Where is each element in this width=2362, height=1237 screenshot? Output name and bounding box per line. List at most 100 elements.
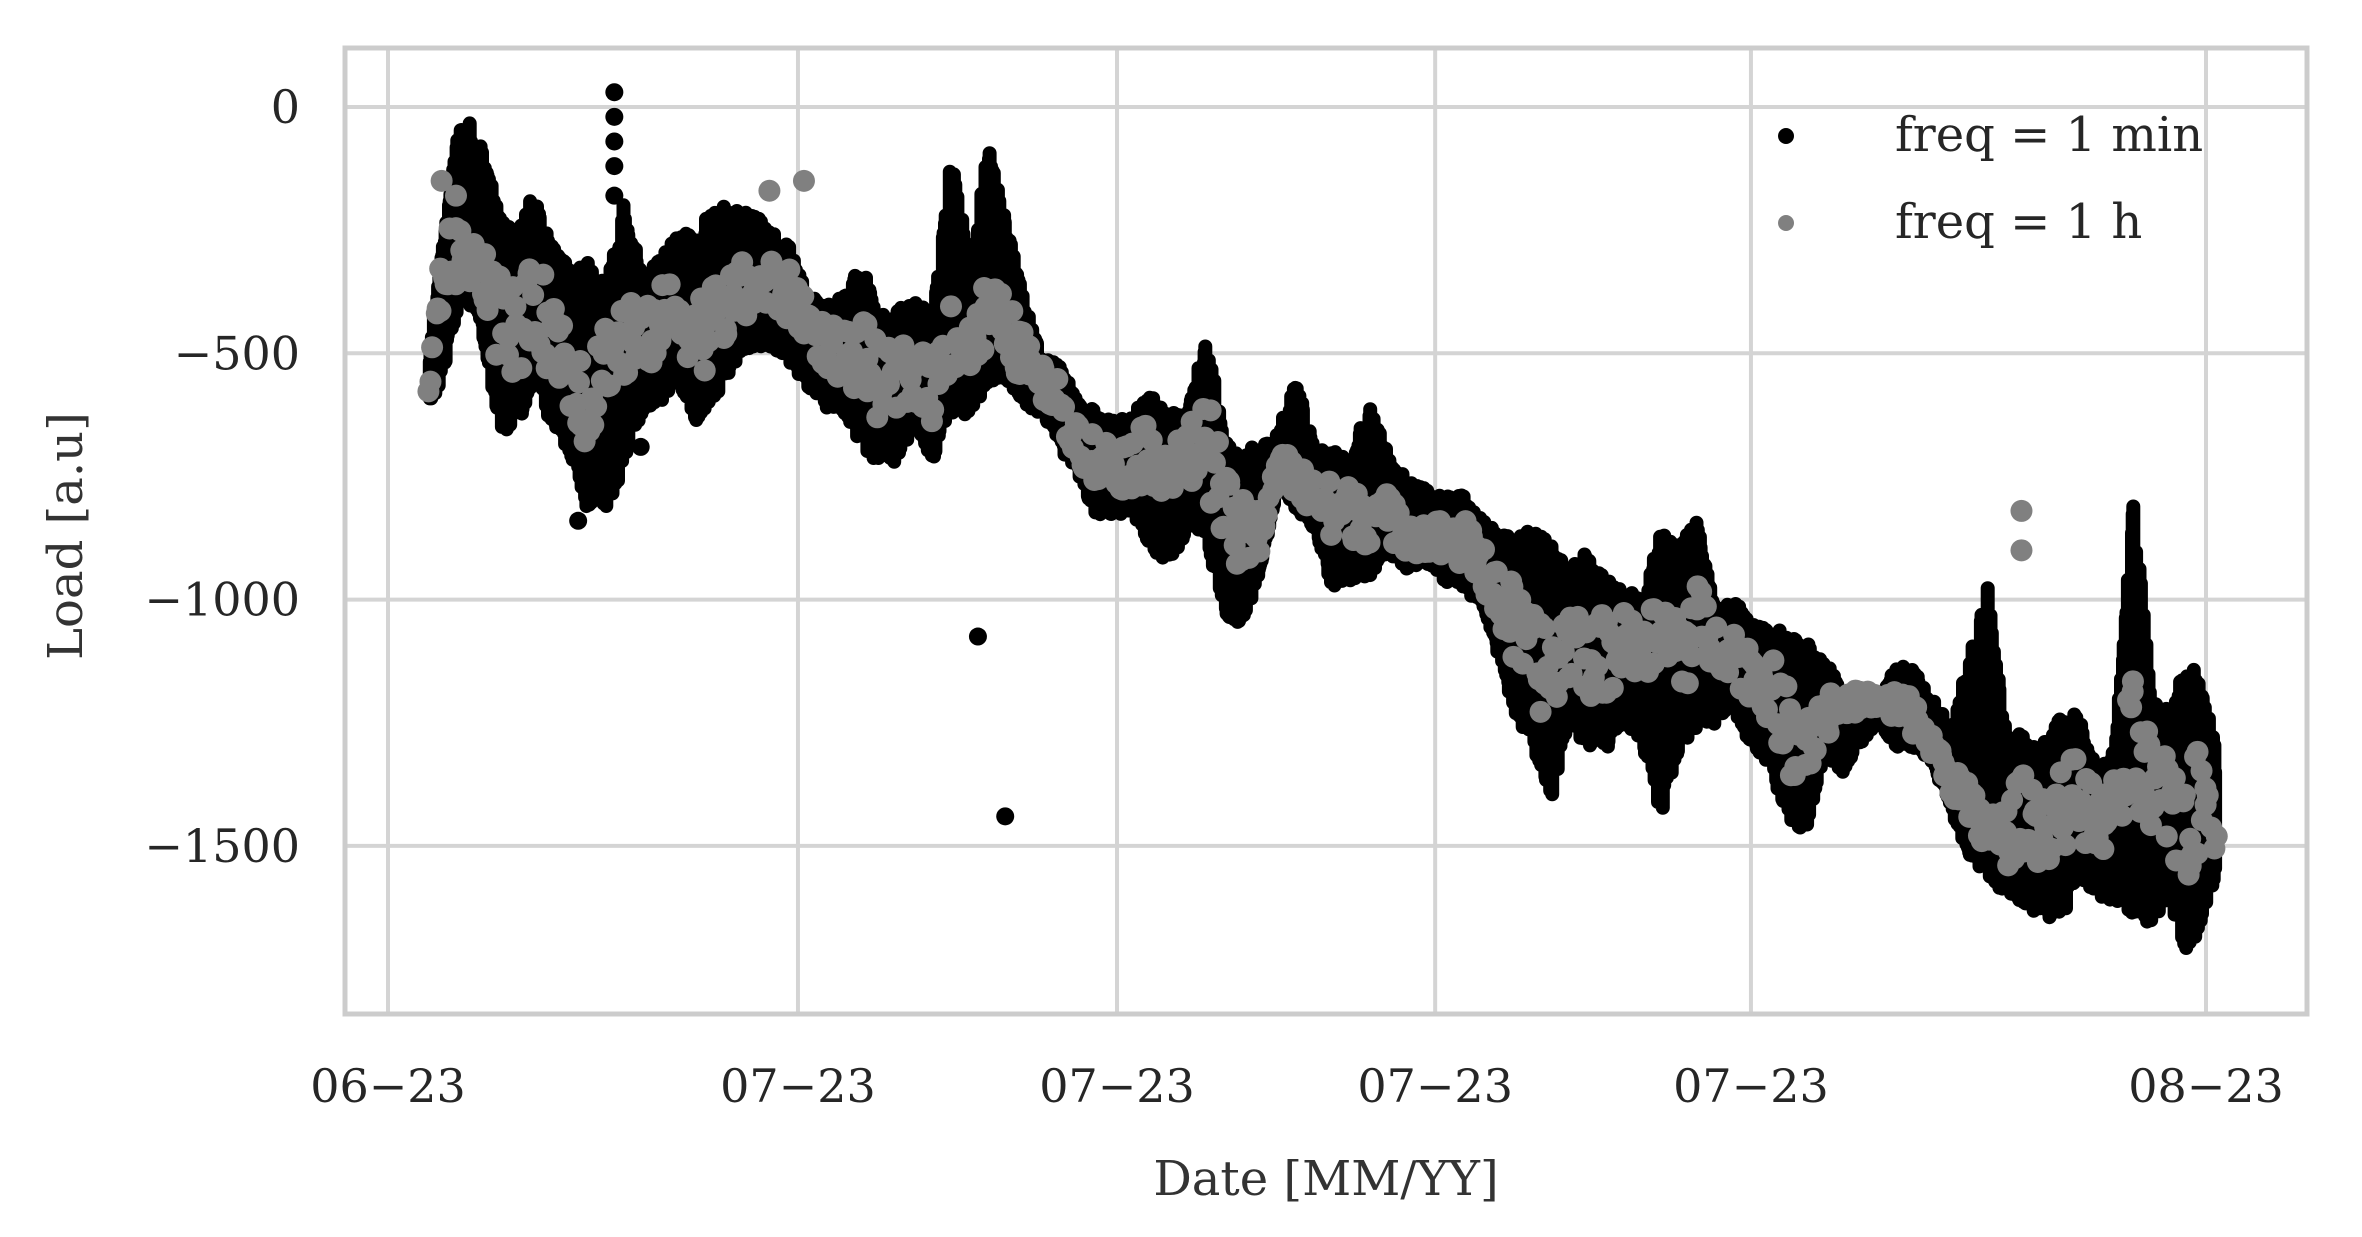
- hourly-point: [2173, 783, 2196, 806]
- outlier-point: [605, 107, 624, 126]
- hourly-point: [778, 258, 801, 281]
- axes-frame: [342, 45, 2310, 1017]
- y-axis-label: Load [a.u]: [38, 412, 94, 660]
- hourly-point: [1218, 473, 1241, 496]
- hourly-peak-point: [758, 179, 781, 202]
- hourly-point: [419, 370, 442, 393]
- hourly-point: [922, 398, 945, 421]
- hourly-point: [1586, 655, 1609, 678]
- hourly-point: [1775, 675, 1798, 698]
- hourly-point: [2064, 748, 2087, 771]
- hourly-point: [939, 295, 962, 318]
- hourly-point: [476, 298, 499, 321]
- hourly-point: [693, 359, 716, 382]
- y-tick-label: −1000: [144, 573, 300, 627]
- hourly-point: [429, 299, 452, 322]
- y-tick-label: −1500: [144, 819, 300, 873]
- hourly-point: [1203, 451, 1226, 474]
- hourly-point: [2205, 825, 2228, 848]
- hourly-point: [2139, 814, 2162, 837]
- hourly-peak-point: [2010, 499, 2033, 522]
- outlier-point: [968, 627, 987, 646]
- hourly-point: [1676, 672, 1699, 695]
- legend: freq = 1 min freq = 1 h: [1778, 107, 2203, 250]
- x-tick-label: 07−23: [1357, 1059, 1513, 1113]
- hourly-point: [1053, 395, 1076, 418]
- x-tick-label: 07−23: [720, 1059, 876, 1113]
- legend-label-1min: freq = 1 min: [1895, 107, 2203, 163]
- hourly-point: [532, 263, 555, 286]
- x-tick-label: 07−23: [1039, 1059, 1195, 1113]
- hourly-peak-point: [792, 169, 815, 192]
- hourly-point: [972, 338, 995, 361]
- hourly-point: [1001, 300, 1024, 323]
- hourly-point: [1140, 429, 1163, 452]
- hourly-point: [1694, 595, 1717, 618]
- hourly-point: [2054, 834, 2077, 857]
- hourly-point: [1161, 476, 1184, 499]
- hourly-point: [2121, 680, 2144, 703]
- hourly-point: [1529, 700, 1552, 723]
- hourly-point: [504, 295, 527, 318]
- hourly-point: [1301, 469, 1324, 492]
- hourly-point: [2186, 740, 2209, 763]
- legend-marker-1min: [1778, 128, 1794, 144]
- hourly-point: [1206, 430, 1229, 453]
- outlier-point: [605, 157, 624, 176]
- outlier-point: [605, 186, 624, 205]
- hourly-point: [2163, 767, 2186, 790]
- hourly-point: [1472, 538, 1495, 561]
- hourly-point: [522, 284, 545, 307]
- hourly-point: [1199, 399, 1222, 422]
- hourly-point: [1804, 739, 1827, 762]
- series-1h: [417, 169, 2228, 886]
- hourly-point: [2111, 804, 2134, 827]
- outlier-point: [569, 511, 588, 530]
- y-tick-label: 0: [271, 80, 300, 134]
- hourly-point: [2034, 815, 2057, 838]
- hourly-point: [569, 350, 592, 373]
- hourly-point: [1358, 531, 1381, 554]
- hourly-point: [1248, 540, 1271, 563]
- hourly-peak-point: [444, 184, 467, 207]
- hourly-point: [714, 317, 737, 340]
- outlier-point: [605, 132, 624, 151]
- hourly-point: [582, 413, 605, 436]
- hourly-point: [2196, 784, 2219, 807]
- hourly-point: [474, 243, 497, 266]
- hourly-peak-point: [2010, 539, 2033, 562]
- hourly-point: [510, 357, 533, 380]
- hourly-point: [585, 395, 608, 418]
- plot-area: [417, 83, 2228, 955]
- hourly-point: [1533, 616, 1556, 639]
- hourly-point: [551, 314, 574, 337]
- hourly-point: [1318, 470, 1341, 493]
- hourly-point: [2186, 842, 2209, 865]
- hourly-peak-point: [430, 169, 453, 192]
- legend-marker-1h: [1778, 215, 1794, 231]
- hourly-point: [2001, 789, 2024, 812]
- x-axis-label: Date [MM/YY]: [1153, 1151, 1498, 1207]
- outlier-point: [605, 83, 624, 102]
- hourly-point: [421, 336, 444, 359]
- hourly-point: [2190, 759, 2213, 782]
- hourly-point: [892, 334, 915, 357]
- x-tick-label: 08−23: [2128, 1059, 2284, 1113]
- x-tick-label: 07−23: [1673, 1059, 1829, 1113]
- hourly-point: [792, 285, 815, 308]
- hourly-point: [2092, 838, 2115, 861]
- outlier-point: [996, 807, 1015, 826]
- hourly-point: [989, 282, 1012, 305]
- hourly-point: [1680, 645, 1703, 668]
- x-tick-labels: 06−23 07−23 07−23 07−23 07−23 08−23: [310, 1059, 2284, 1113]
- hourly-point: [658, 273, 681, 296]
- hourly-point: [1705, 616, 1728, 639]
- y-tick-labels: 0 −500 −1000 −1500: [144, 80, 300, 873]
- outlier-point: [631, 437, 650, 456]
- hourly-point: [1102, 453, 1125, 476]
- hourly-point: [2155, 825, 2178, 848]
- legend-label-1h: freq = 1 h: [1895, 194, 2142, 250]
- hourly-point: [567, 371, 590, 394]
- y-tick-label: −500: [174, 326, 300, 380]
